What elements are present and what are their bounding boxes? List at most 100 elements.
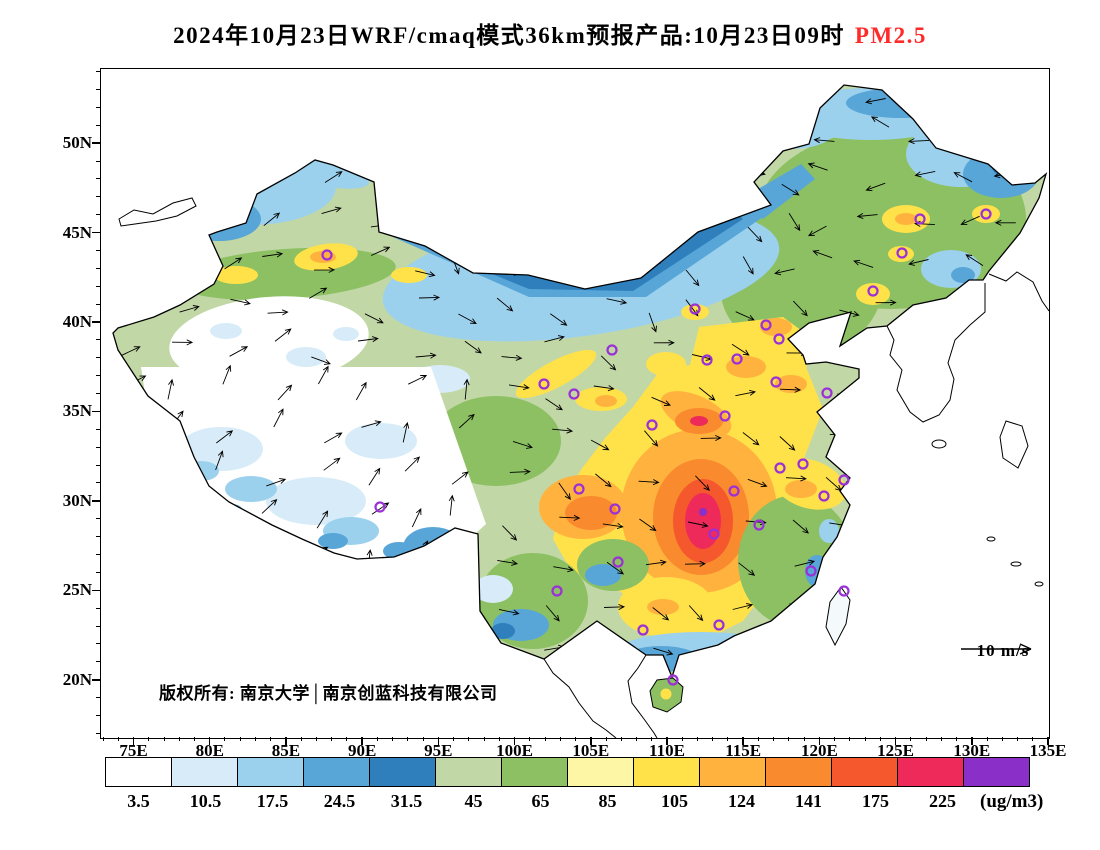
wind-vector [735, 311, 755, 321]
lon-minor-tick [788, 737, 790, 741]
wind-vector [694, 98, 715, 109]
wind-vector [123, 90, 144, 98]
wind-vector [685, 269, 700, 287]
lon-minor-tick [681, 737, 683, 741]
wind-vector [309, 592, 317, 613]
wind-vector [807, 225, 827, 237]
wind-vector [1028, 349, 1046, 363]
wind-vector [604, 270, 625, 281]
wind-vector [552, 427, 574, 434]
colorbar-cell [633, 757, 700, 787]
lat-minor-tick [96, 285, 100, 287]
city-marker [708, 528, 720, 540]
wind-vector [1026, 557, 1043, 572]
wind-vector [545, 605, 560, 622]
wind-vector [214, 171, 234, 182]
wind-vector [733, 645, 753, 655]
wind-vector [732, 603, 754, 610]
wind-vector [131, 510, 142, 530]
wind-vector [549, 694, 567, 703]
wind-reference: 10 m/s [959, 641, 1047, 661]
lon-minor-tick [239, 737, 241, 741]
wind-vector [968, 685, 987, 691]
lon-tick-mark [361, 737, 363, 745]
lat-minor-tick [96, 715, 100, 717]
wind-vector [167, 378, 174, 400]
lat-minor-tick [96, 267, 100, 269]
wind-vector [781, 654, 802, 663]
wind-vector [412, 91, 434, 98]
wind-vector [778, 126, 793, 143]
wind-vector [889, 682, 909, 687]
wind-vector [132, 692, 151, 700]
colorbar-tick-label: 24.5 [323, 791, 356, 811]
wind-vector [981, 569, 1001, 579]
colorbar-cell [963, 757, 1030, 787]
colorbar-cell [369, 757, 436, 787]
lat-tick-mark [92, 410, 100, 413]
wind-vector [136, 178, 158, 186]
wind-vector [651, 396, 671, 406]
lat-tick-label: 30N [62, 490, 92, 510]
city-marker [637, 624, 649, 636]
lon-minor-tick [376, 737, 378, 741]
wind-vector [273, 408, 284, 428]
lon-tick-label: 105E [572, 741, 610, 760]
wind-vector [463, 378, 470, 400]
wind-vector [813, 137, 835, 144]
wind-vector [792, 519, 809, 534]
wind-vector [122, 300, 143, 308]
lat-minor-tick [96, 697, 100, 699]
wind-vector [841, 344, 863, 351]
city-markers-layer [321, 208, 992, 686]
wind-vector [465, 85, 486, 93]
wind-vector [933, 436, 952, 447]
plot-title-text: 2024年10月23日WRF/cmaq模式36km预报产品:10月23日09时 [173, 23, 845, 48]
colorbar-unit-label: (ug/m3) [980, 791, 1044, 812]
wind-vector [1003, 125, 1020, 140]
lon-minor-tick [620, 737, 622, 741]
colorbar-tick-label: 105 [661, 791, 688, 811]
wind-vector [512, 688, 532, 693]
wind-vector [418, 294, 441, 301]
lon-minor-tick [468, 737, 470, 741]
wind-vector [595, 473, 612, 488]
wind-vector [603, 603, 626, 610]
wind-vector [1014, 473, 1031, 487]
lat-minor-tick [96, 446, 100, 448]
wind-vector [781, 183, 800, 196]
wind-vector [222, 364, 232, 385]
wind-vector [558, 482, 571, 501]
lat-minor-tick [96, 571, 100, 573]
wind-vector [267, 309, 289, 316]
city-marker [612, 556, 624, 568]
lat-minor-tick [96, 482, 100, 484]
wind-vector [856, 213, 878, 220]
wind-vector [178, 470, 193, 487]
wind-vector [455, 169, 476, 179]
wind-vector [1018, 697, 1038, 702]
wind-vector [921, 308, 936, 325]
wind-vector [923, 557, 945, 564]
lon-minor-tick [849, 737, 851, 741]
lon-minor-tick [315, 737, 317, 741]
islands-layer [649, 586, 851, 713]
wind-vector [982, 513, 1004, 520]
lon-tick-mark [894, 737, 897, 745]
lon-minor-tick [696, 737, 698, 741]
lon-minor-tick [803, 737, 805, 741]
wind-vector [969, 430, 991, 437]
lon-tick-label: 85E [271, 741, 301, 760]
wind-vector [465, 644, 487, 653]
wind-vector [270, 171, 292, 178]
wind-vector [598, 211, 618, 221]
lon-minor-tick [346, 737, 348, 741]
wind-vector [228, 537, 239, 557]
wind-vector [550, 313, 568, 326]
lat-minor-tick [96, 518, 100, 520]
city-marker [568, 388, 580, 400]
lat-tick-mark [92, 231, 100, 234]
city-marker [731, 353, 743, 365]
wind-vector [645, 559, 667, 566]
lon-tick-label: 125E [877, 741, 914, 760]
